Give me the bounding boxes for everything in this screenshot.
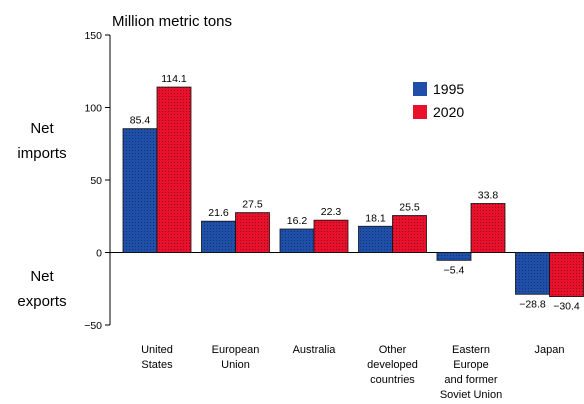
category-label-line: Japan xyxy=(535,344,565,356)
category-label: European Union xyxy=(212,344,260,371)
bar-2020 xyxy=(392,215,427,253)
net-exports-label-line: exports xyxy=(17,293,66,310)
legend-label: 2020 xyxy=(433,104,464,120)
bar-1995 xyxy=(201,220,236,253)
bar-1995 xyxy=(358,225,393,253)
bar-1995 xyxy=(122,128,158,253)
bar-1995 xyxy=(436,252,472,261)
category-label-line: Europe xyxy=(453,359,488,371)
category-label-line: Australia xyxy=(293,344,337,356)
bar-2020 xyxy=(549,252,584,297)
category-label: Other developed countries xyxy=(367,344,418,386)
net-imports-label: Net imports xyxy=(17,120,66,162)
category-label: Australia xyxy=(293,344,337,356)
bar-2020 xyxy=(313,219,349,253)
bar-1995 xyxy=(279,228,315,253)
category-label-line: countries xyxy=(370,374,415,386)
category-label-line: European xyxy=(212,344,260,356)
category-label: Eastern Europe and former Soviet Union xyxy=(440,344,502,401)
net-imports-label-line: Net xyxy=(30,120,54,137)
data-label: 21.6 xyxy=(208,207,229,219)
data-label: 22.3 xyxy=(321,206,342,218)
category-label-line: Other xyxy=(379,344,407,356)
y-tick-label: 100 xyxy=(84,103,102,115)
net-imports-label-line: imports xyxy=(17,145,66,162)
bar-1995 xyxy=(515,252,550,295)
bar-2020 xyxy=(235,212,270,253)
legend-swatch-1995 xyxy=(413,82,427,96)
category-label-line: Union xyxy=(221,359,250,371)
y-tick-label: 0 xyxy=(96,248,102,260)
category-label-line: Soviet Union xyxy=(440,389,502,401)
data-label: 27.5 xyxy=(242,199,263,211)
data-label: −5.4 xyxy=(444,264,465,276)
bar-2020 xyxy=(470,203,506,253)
y-tick-label: 150 xyxy=(84,30,102,42)
category-label-line: United xyxy=(141,344,173,356)
data-label: 16.2 xyxy=(287,215,308,227)
data-label: 18.1 xyxy=(365,212,386,224)
category-label-line: developed xyxy=(367,359,418,371)
category-label-line: States xyxy=(141,359,173,371)
legend-label: 1995 xyxy=(433,81,464,97)
net-exports-label: Net exports xyxy=(17,268,66,310)
category-label-line: Eastern xyxy=(452,344,490,356)
category-label: Japan xyxy=(535,344,565,356)
data-label: 85.4 xyxy=(130,115,151,127)
net-exports-label-line: Net xyxy=(30,268,54,285)
category-label: United States xyxy=(141,344,173,371)
y-tick-label: −50 xyxy=(84,320,102,332)
legend-swatch-2020 xyxy=(413,105,427,119)
chart-title: Million metric tons xyxy=(112,13,232,30)
data-label: 25.5 xyxy=(399,202,420,214)
data-label: 114.1 xyxy=(161,73,187,85)
data-label: 33.8 xyxy=(478,189,499,201)
data-label: −30.4 xyxy=(553,301,580,313)
y-tick-label: 50 xyxy=(90,175,102,187)
data-label: −28.8 xyxy=(519,298,546,310)
category-label-line: and former xyxy=(444,374,498,386)
bar-2020 xyxy=(156,86,192,253)
